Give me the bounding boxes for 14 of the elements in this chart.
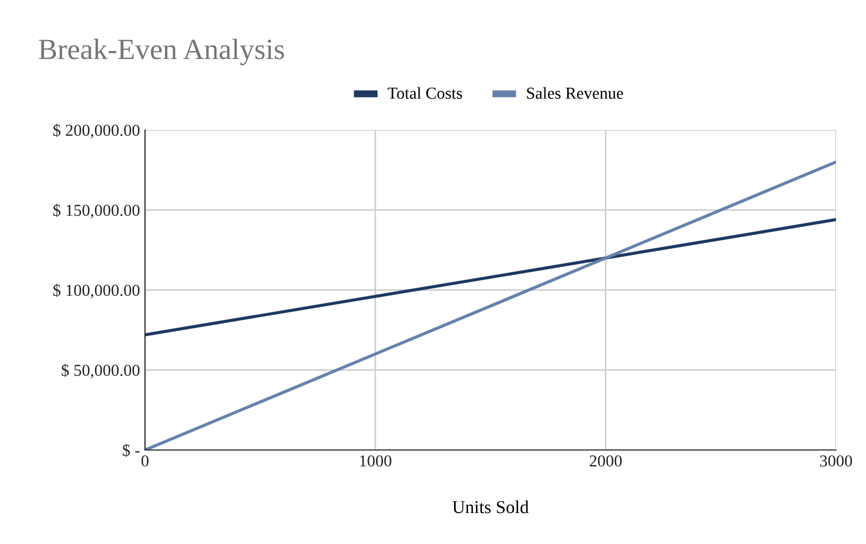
- x-tick-label: 2000: [590, 455, 622, 467]
- x-tick-label: 0: [141, 455, 149, 467]
- x-axis-title: Units Sold: [452, 500, 529, 514]
- line-series: [145, 218, 836, 336]
- legend-label: Sales Revenue: [527, 87, 624, 99]
- x-tick-label: 3000: [820, 455, 852, 467]
- legend-label: Total Costs: [388, 87, 462, 99]
- x-tick-label: 1000: [360, 455, 392, 467]
- y-tick-label: $ 100,000.00: [53, 284, 140, 298]
- y-tick-label: $ 200,000.00: [53, 124, 140, 138]
- y-tick-label: $ -: [122, 444, 140, 458]
- chart-title: Break-Even Analysis: [38, 38, 284, 66]
- y-tick-label: $ 150,000.00: [53, 204, 140, 218]
- y-tick-label: $ 50,000.00: [62, 364, 140, 378]
